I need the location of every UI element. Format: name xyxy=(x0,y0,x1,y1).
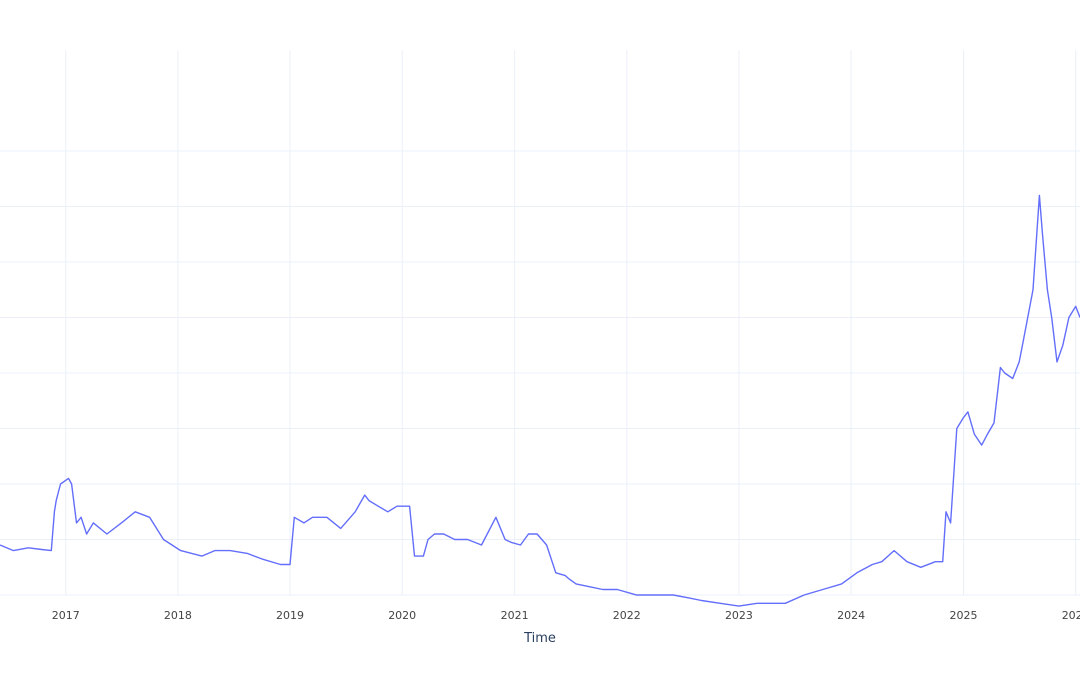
x-tick-label: 2020 xyxy=(388,609,416,622)
gridlines xyxy=(0,50,1080,596)
x-tick-label: 2026 xyxy=(1062,609,1080,622)
x-tick-labels: 2017 2018 2019 2020 2021 2022 2023 2024 2025 2026 xyxy=(52,609,1080,622)
x-axis-title: Time xyxy=(523,631,556,646)
x-tick-label: 2024 xyxy=(837,609,865,622)
series-layer xyxy=(0,194,1080,607)
series-line xyxy=(0,194,1080,607)
x-tick-label: 2018 xyxy=(164,609,192,622)
x-tick-label: 2023 xyxy=(725,609,753,622)
x-tick-label: 2019 xyxy=(276,609,304,622)
x-tick-label: 2025 xyxy=(950,609,978,622)
x-tick-label: 2022 xyxy=(613,609,641,622)
x-tick-label: 2017 xyxy=(52,609,80,622)
x-tick-label: 2021 xyxy=(501,609,529,622)
